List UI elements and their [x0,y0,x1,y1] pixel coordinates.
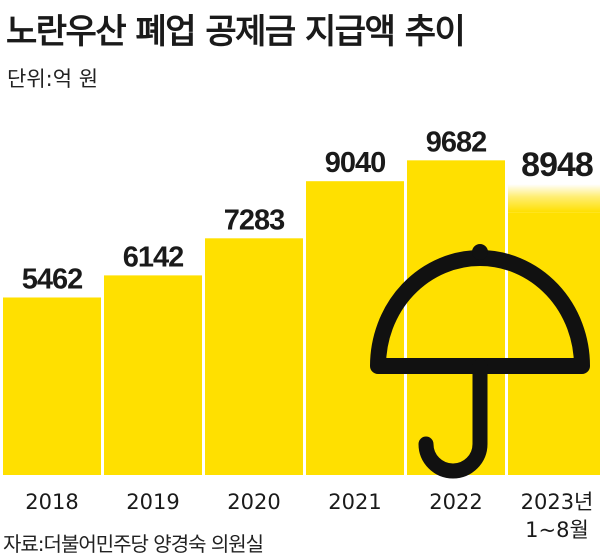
x-label-0: 2018 [25,490,78,514]
value-label-5: 8948 [521,146,593,184]
value-label-0: 5462 [22,263,83,295]
x-label-1: 2019 [126,490,179,514]
x-label-2: 2020 [227,490,280,514]
bar-2 [205,238,303,475]
bar-4 [407,160,505,475]
x-label-4: 2022 [429,490,482,514]
bar-0 [3,297,101,475]
value-label-3: 9040 [325,147,386,179]
value-label-1: 6142 [123,241,184,273]
value-label-2: 7283 [224,204,285,236]
unit-label: 단위:억 원 [7,67,99,91]
value-label-4: 9682 [426,126,487,158]
source-note: 자료:더불어민주당 양경숙 의원실 [3,532,264,556]
umbrella-icon [370,244,590,479]
bar-fade-top [508,184,600,213]
x-label-3: 2021 [328,490,381,514]
x-label-5: 2023년 1~8월 [521,490,594,542]
chart-title: 노란우산 폐업 공제금 지급액 추이 [6,12,466,52]
bar-1 [104,275,202,475]
